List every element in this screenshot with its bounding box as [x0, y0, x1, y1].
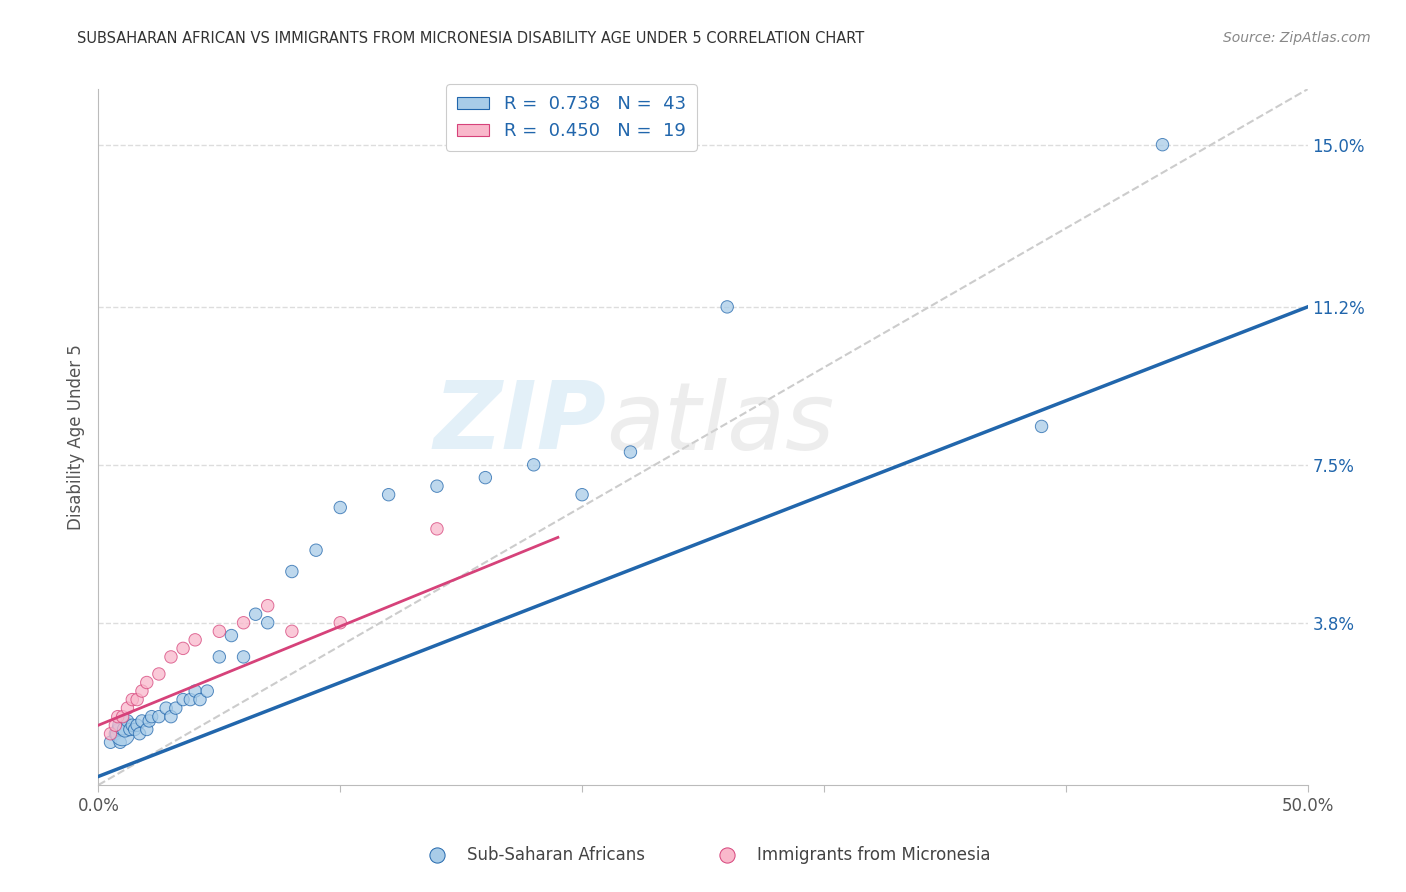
Point — [172, 692, 194, 706]
Point — [619, 445, 641, 459]
Point — [256, 615, 278, 630]
Point — [426, 522, 449, 536]
Point — [232, 649, 254, 664]
Point — [127, 692, 149, 706]
Point — [160, 709, 183, 723]
Point — [184, 632, 207, 647]
Point — [329, 500, 352, 515]
Point — [1152, 137, 1174, 152]
Point — [165, 701, 187, 715]
Point — [127, 718, 149, 732]
Point — [100, 727, 122, 741]
Point — [108, 735, 131, 749]
Legend: R =  0.738   N =  43, R =  0.450   N =  19: R = 0.738 N = 43, R = 0.450 N = 19 — [446, 85, 697, 151]
Point — [208, 624, 231, 639]
Point — [474, 470, 496, 484]
Point — [100, 735, 122, 749]
Point — [124, 723, 146, 737]
Point — [107, 723, 129, 737]
Point — [138, 714, 160, 728]
Point — [148, 667, 170, 681]
Point — [118, 723, 141, 737]
Point — [179, 692, 201, 706]
Point — [188, 692, 211, 706]
Point — [329, 615, 352, 630]
Point — [184, 684, 207, 698]
Point — [148, 709, 170, 723]
Point — [281, 565, 304, 579]
Point — [426, 479, 449, 493]
Point — [716, 300, 738, 314]
Point — [305, 543, 328, 558]
Text: Source: ZipAtlas.com: Source: ZipAtlas.com — [1223, 31, 1371, 45]
Text: atlas: atlas — [606, 377, 835, 468]
Y-axis label: Disability Age Under 5: Disability Age Under 5 — [66, 344, 84, 530]
Point — [208, 649, 231, 664]
Point — [111, 727, 134, 741]
Point — [104, 727, 127, 741]
Point — [114, 723, 136, 737]
Text: SUBSAHARAN AFRICAN VS IMMIGRANTS FROM MICRONESIA DISABILITY AGE UNDER 5 CORRELAT: SUBSAHARAN AFRICAN VS IMMIGRANTS FROM MI… — [77, 31, 865, 46]
Point — [104, 718, 127, 732]
Point — [117, 701, 139, 715]
Point — [245, 607, 267, 622]
Point — [195, 684, 218, 698]
Point — [111, 718, 134, 732]
Point — [107, 709, 129, 723]
Text: Sub-Saharan Africans: Sub-Saharan Africans — [467, 846, 645, 863]
Point — [131, 684, 153, 698]
Point — [523, 458, 546, 472]
Text: Immigrants from Micronesia: Immigrants from Micronesia — [758, 846, 991, 863]
Point — [155, 701, 177, 715]
Point — [135, 675, 157, 690]
Point — [1031, 419, 1053, 434]
Point — [141, 709, 163, 723]
Point — [256, 599, 278, 613]
Point — [232, 615, 254, 630]
Point — [281, 624, 304, 639]
Point — [377, 488, 399, 502]
Point — [221, 629, 243, 643]
Point — [160, 649, 183, 664]
Point — [135, 723, 157, 737]
Point — [571, 488, 593, 502]
Point — [121, 718, 143, 732]
Point — [121, 692, 143, 706]
Point — [111, 709, 134, 723]
Text: ZIP: ZIP — [433, 377, 606, 469]
Point — [117, 714, 139, 728]
Point — [131, 714, 153, 728]
Point — [128, 727, 150, 741]
Point — [172, 641, 194, 656]
